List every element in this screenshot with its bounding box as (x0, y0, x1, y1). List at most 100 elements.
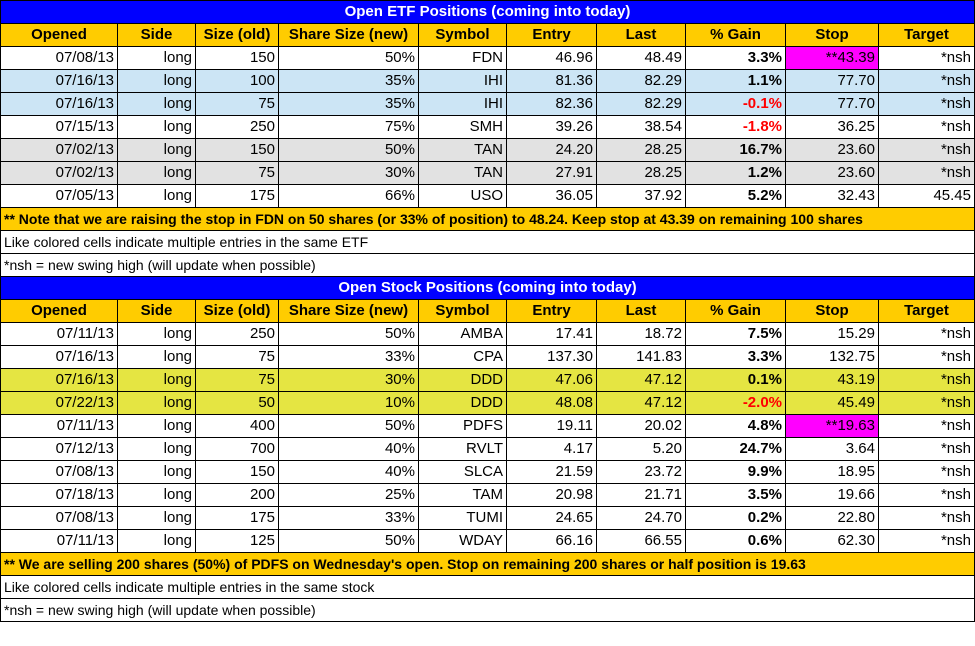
cell-target: *nsh (878, 92, 975, 116)
column-header: Share Size (new) (278, 299, 419, 323)
cell-stop: 15.29 (785, 322, 879, 346)
cell-share-new: 35% (278, 92, 419, 116)
column-header: Symbol (418, 299, 507, 323)
column-header: Share Size (new) (278, 23, 419, 47)
cell-share-new: 66% (278, 184, 419, 208)
cell-share-new: 25% (278, 483, 419, 507)
cell-last: 23.72 (596, 460, 686, 484)
column-header: Last (596, 23, 686, 47)
cell-opened: 07/08/13 (0, 46, 118, 70)
table-row: 07/16/13 long 75 30% DDD 47.06 47.12 0.1% 43.19 *… (0, 368, 975, 392)
etf-note: ** Note that we are raising the stop in … (0, 207, 975, 231)
cell-symbol: TAN (418, 161, 507, 185)
cell-side: long (117, 184, 196, 208)
cell-entry: 24.20 (506, 138, 597, 162)
cell-size-old: 150 (195, 460, 279, 484)
cell-symbol: IHI (418, 69, 507, 93)
column-header: Target (878, 299, 975, 323)
cell-target: 45.45 (878, 184, 975, 208)
table-row: 07/11/13 long 125 50% WDAY 66.16 66.55 0.6% 62.3… (0, 529, 975, 553)
cell-opened: 07/11/13 (0, 414, 118, 438)
stock-legend-nsh-row: *nsh = new swing high (will update when … (0, 598, 975, 622)
cell-side: long (117, 322, 196, 346)
cell-entry: 47.06 (506, 368, 597, 392)
cell-size-old: 400 (195, 414, 279, 438)
cell-side: long (117, 529, 196, 553)
etf-title-row: Open ETF Positions (coming into today) (0, 0, 975, 24)
cell-size-old: 150 (195, 138, 279, 162)
table-row: 07/22/13 long 50 10% DDD 48.08 47.12 -2.0% 45.49… (0, 391, 975, 415)
cell-stop: 32.43 (785, 184, 879, 208)
cell-stop: 45.49 (785, 391, 879, 415)
cell-gain: 5.2% (685, 184, 786, 208)
cell-last: 20.02 (596, 414, 686, 438)
cell-gain: -2.0% (685, 391, 786, 415)
cell-share-new: 33% (278, 506, 419, 530)
cell-entry: 39.26 (506, 115, 597, 139)
column-header: Target (878, 23, 975, 47)
cell-symbol: DDD (418, 391, 507, 415)
cell-last: 21.71 (596, 483, 686, 507)
cell-stop: 77.70 (785, 69, 879, 93)
column-header: Size (old) (195, 23, 279, 47)
table-row: 07/08/13 long 150 50% FDN 46.96 48.49 3.3% **43.… (0, 46, 975, 70)
cell-opened: 07/22/13 (0, 391, 118, 415)
cell-share-new: 50% (278, 414, 419, 438)
etf-legend-nsh: *nsh = new swing high (will update when … (0, 253, 975, 277)
cell-share-new: 10% (278, 391, 419, 415)
cell-entry: 48.08 (506, 391, 597, 415)
column-header: Side (117, 299, 196, 323)
column-header: Side (117, 23, 196, 47)
table-row: 07/16/13 long 75 35% IHI 82.36 82.29 -0.1% 77.70… (0, 92, 975, 116)
cell-entry: 20.98 (506, 483, 597, 507)
cell-size-old: 50 (195, 391, 279, 415)
cell-opened: 07/12/13 (0, 437, 118, 461)
positions-table: Open ETF Positions (coming into today) Op… (0, 0, 975, 622)
cell-share-new: 33% (278, 345, 419, 369)
cell-last: 141.83 (596, 345, 686, 369)
cell-entry: 66.16 (506, 529, 597, 553)
cell-last: 28.25 (596, 161, 686, 185)
cell-target: *nsh (878, 391, 975, 415)
cell-stop: **43.39 (785, 46, 879, 70)
cell-share-new: 75% (278, 115, 419, 139)
cell-entry: 46.96 (506, 46, 597, 70)
table-row: 07/18/13 long 200 25% TAM 20.98 21.71 3.5% 19.66… (0, 483, 975, 507)
table-row: 07/08/13 long 150 40% SLCA 21.59 23.72 9.9% 18.9… (0, 460, 975, 484)
cell-share-new: 30% (278, 161, 419, 185)
cell-opened: 07/18/13 (0, 483, 118, 507)
cell-last: 5.20 (596, 437, 686, 461)
etf-legend-row: Like colored cells indicate multiple ent… (0, 230, 975, 254)
cell-size-old: 250 (195, 322, 279, 346)
cell-gain: 3.3% (685, 345, 786, 369)
positions-sheet: Open ETF Positions (coming into today) Op… (0, 0, 975, 622)
cell-gain: 24.7% (685, 437, 786, 461)
cell-target: *nsh (878, 483, 975, 507)
cell-gain: 1.2% (685, 161, 786, 185)
cell-last: 18.72 (596, 322, 686, 346)
cell-symbol: TAM (418, 483, 507, 507)
cell-target: *nsh (878, 345, 975, 369)
cell-gain: 16.7% (685, 138, 786, 162)
cell-size-old: 150 (195, 46, 279, 70)
cell-side: long (117, 345, 196, 369)
table-row: 07/11/13 long 250 50% AMBA 17.41 18.72 7.5% 15.2… (0, 322, 975, 346)
cell-target: *nsh (878, 437, 975, 461)
cell-gain: 1.1% (685, 69, 786, 93)
cell-entry: 17.41 (506, 322, 597, 346)
column-header: % Gain (685, 23, 786, 47)
cell-target: *nsh (878, 368, 975, 392)
cell-gain: 0.1% (685, 368, 786, 392)
cell-stop: 132.75 (785, 345, 879, 369)
cell-symbol: TUMI (418, 506, 507, 530)
cell-entry: 19.11 (506, 414, 597, 438)
cell-size-old: 75 (195, 161, 279, 185)
stock-legend-row: Like colored cells indicate multiple ent… (0, 575, 975, 599)
cell-symbol: WDAY (418, 529, 507, 553)
cell-stop: 77.70 (785, 92, 879, 116)
cell-size-old: 175 (195, 184, 279, 208)
cell-entry: 24.65 (506, 506, 597, 530)
table-row: 07/16/13 long 75 33% CPA 137.30 141.83 3.3% 132.… (0, 345, 975, 369)
cell-last: 28.25 (596, 138, 686, 162)
cell-last: 47.12 (596, 368, 686, 392)
